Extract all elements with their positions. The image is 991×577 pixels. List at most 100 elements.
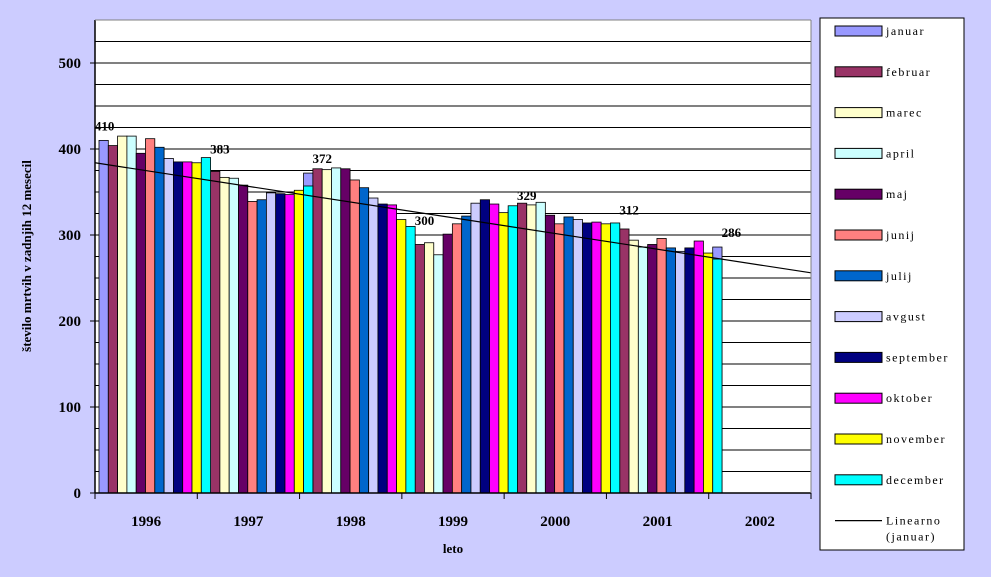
legend-label-november: november [886,432,946,446]
trendline [94,162,812,274]
legend-box [819,17,965,551]
legend-label-januar: januar [885,24,925,38]
bars [98,135,723,494]
y-tick-label: 100 [59,400,82,416]
bar-oktober-2000 [591,221,602,494]
y-tick-label: 0 [74,486,82,502]
bar-februar-2000 [517,202,528,494]
legend: januar februar marec april maj junij julij avgu… [819,17,965,551]
bar-junij-2001 [656,238,667,494]
bar-julij-1996 [154,146,165,494]
bar-julij-2001 [665,247,676,494]
legend-label-trendline-line2: (januar) [886,530,936,544]
bar-november-1997 [293,189,304,494]
x-tick-label: 1997 [233,514,264,530]
bar-november-1996 [191,162,202,494]
bar-maj-1997 [238,184,249,494]
bar-julij-1998 [358,187,370,494]
x-tick-label: 2001 [643,514,673,530]
legend-label-julij: julij [885,269,913,283]
bar-april-1997 [228,177,239,494]
x-tick-label: 1999 [438,514,468,530]
bar-april-1999 [433,254,444,494]
bar-julij-1999 [461,215,472,494]
bar-avgust-1998 [368,197,379,494]
bar-maj-1998 [340,168,351,494]
bar-april-2001 [637,246,649,494]
bar-oktober-2001 [693,240,704,494]
legend-swatch-april [834,147,883,159]
x-axis-title: leto [443,541,463,556]
bar-maj-1996 [135,152,146,494]
bar-december-1996 [200,157,212,494]
bar-oktober-1999 [489,203,500,494]
legend-label-december: december [886,473,945,487]
bar-december-2000 [610,222,621,494]
category-labels: 1996 1997 1998 1999 2000 2001 2002 [131,514,775,530]
bar-marec-2001 [628,239,639,494]
axes [90,19,812,499]
legend-swatch-marec [834,107,883,119]
bar-maj-2001 [647,244,658,494]
bar-december-1999 [507,205,518,494]
data-label: 372 [312,151,332,166]
data-label: 312 [619,203,639,218]
y-tick-label: 300 [59,228,82,244]
data-label: 383 [210,142,230,157]
legend-swatch-maj [834,188,883,200]
bar-marec-2000 [526,204,537,494]
bar-april-1998 [331,167,342,494]
data-label: 329 [517,188,537,203]
bar-november-1998 [396,219,407,494]
bar-december-1997 [303,185,314,494]
legend-swatch-junij [834,229,883,241]
bar-december-1998 [405,225,416,494]
legend-swatch-avgust [834,311,883,323]
x-tick-label: 2000 [540,514,570,530]
bar-februar-2001 [619,228,630,494]
bar-marec-1999 [424,242,435,494]
bar-november-1999 [498,212,509,494]
bar-junij-2000 [554,223,565,494]
bar-avgust-1996 [163,158,174,494]
bar-september-1997 [275,193,286,494]
legend-label-september: september [886,350,949,364]
legend-label-april: april [886,146,916,160]
y-axis-title: število mrtvih v zadnjih 12 mesecil [19,160,34,352]
y-tick-labels: 0 100 200 300 400 500 [59,56,82,502]
legend-label-junij: junij [885,228,916,242]
legend-label-marec: marec [886,106,923,120]
y-tick-label: 500 [59,56,82,72]
y-tick-label: 200 [59,314,82,330]
bar-junij-1999 [451,223,463,494]
bar-marec-1996 [117,135,128,494]
y-tick-label: 400 [59,142,82,158]
legend-swatch-november [834,433,883,445]
legend-swatch-februar [834,66,883,78]
legend-swatch-julij [834,270,883,282]
bar-maj-2000 [544,214,556,494]
bar-avgust-2001 [675,250,686,494]
bar-oktober-1996 [182,161,193,494]
bar-junij-1996 [145,138,156,494]
legend-label-trendline: Linearno [886,514,941,528]
bar-oktober-1998 [386,204,397,494]
bar-september-1998 [377,203,388,494]
legend-label-maj: maj [886,187,909,201]
bar-september-2000 [582,222,593,494]
bar-avgust-1999 [470,202,481,494]
bar-september-1999 [479,199,490,494]
bar-maj-1999 [442,233,453,494]
data-labels: 410 383 372 300 329 312 286 [95,118,742,240]
legend-swatch-oktober [834,392,883,404]
trendline-group [94,162,812,274]
x-tick-label: 1998 [336,514,366,530]
x-tick-label: 2002 [745,514,775,530]
legend-label-avgust: avgust [886,310,926,324]
legend-swatch-december [834,474,883,486]
legend-label-oktober: oktober [886,391,933,405]
legend-swatch-januar [834,25,883,37]
bar-januar-1996 [98,139,109,494]
